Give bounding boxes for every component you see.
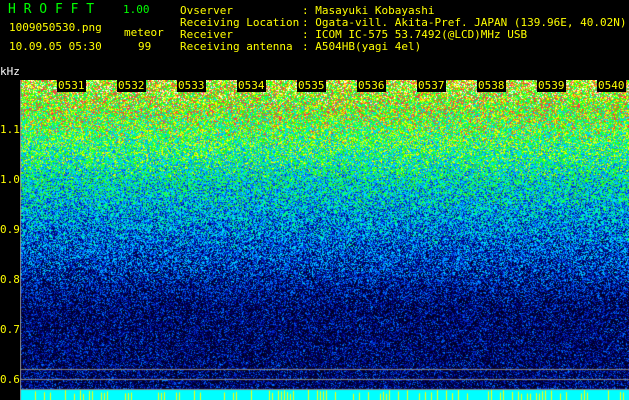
y-axis-unit: kHz bbox=[0, 66, 20, 78]
file-name: 1009050530.png bbox=[9, 22, 102, 34]
app-version: 1.00 bbox=[123, 4, 150, 16]
time-label: 0531 bbox=[57, 80, 86, 92]
time-label: 0539 bbox=[537, 80, 566, 92]
y-tick-label: 1.0 bbox=[0, 174, 20, 186]
time-label: 0536 bbox=[357, 80, 386, 92]
spectrogram bbox=[20, 80, 629, 400]
info-value: : A504HB(yagi 4el) bbox=[302, 41, 421, 53]
time-label: 0532 bbox=[117, 80, 146, 92]
meteor-count: 99 bbox=[138, 41, 151, 53]
y-tick-label: 0.8 bbox=[0, 274, 20, 286]
time-label: 0534 bbox=[237, 80, 266, 92]
y-tick-label: 0.7 bbox=[0, 324, 20, 336]
time-label: 0537 bbox=[417, 80, 446, 92]
time-label: 0535 bbox=[297, 80, 326, 92]
info-label: Receiving antenna bbox=[180, 41, 293, 53]
y-tick-label: 0.6 bbox=[0, 374, 20, 386]
y-tick-label: 0.9 bbox=[0, 224, 20, 236]
y-tick-label: 1.1 bbox=[0, 124, 20, 136]
time-label: 0540 bbox=[597, 80, 626, 92]
app-title: H R O F F T bbox=[8, 4, 94, 16]
time-label: 0538 bbox=[477, 80, 506, 92]
file-datetime: 10.09.05 05:30 bbox=[9, 41, 102, 53]
time-label: 0533 bbox=[177, 80, 206, 92]
meteor-label: meteor bbox=[124, 27, 164, 39]
